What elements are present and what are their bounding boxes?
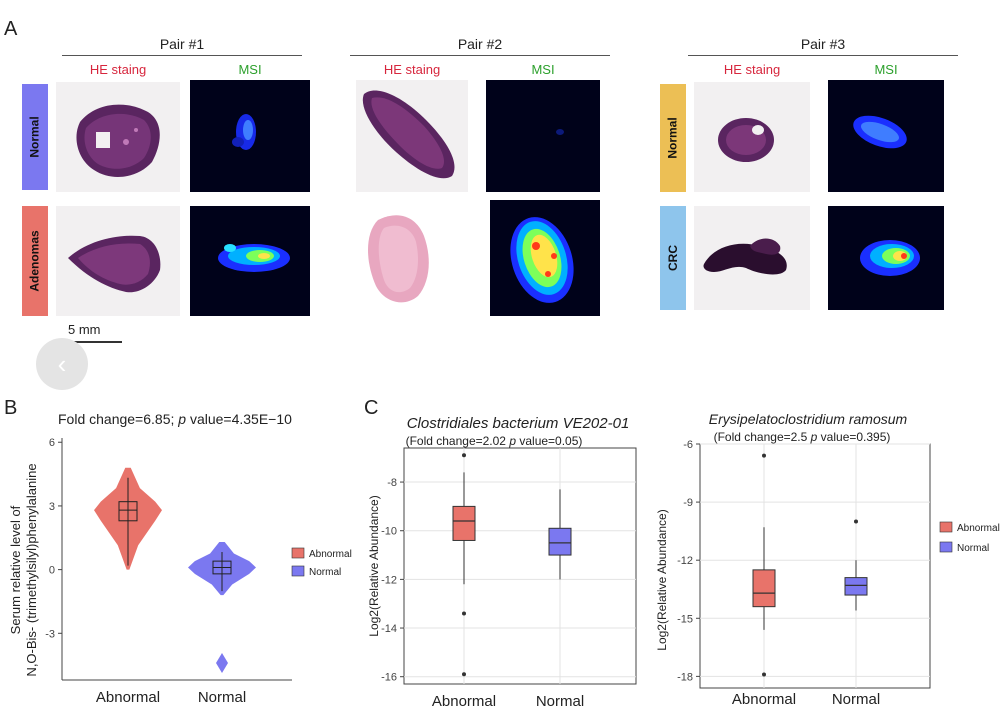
y-tick-label: -14 <box>381 623 397 635</box>
pair-1-msi-header: MSI <box>238 62 262 77</box>
y-tick-label: -10 <box>381 526 397 538</box>
pair-2-msi-adenoma-image <box>490 200 600 316</box>
pair-1-divider <box>62 55 302 56</box>
legend-label-normal: Normal <box>957 543 989 554</box>
panel-c1-xtick-normal: Normal <box>536 693 584 710</box>
y-tick-label: -12 <box>381 574 397 586</box>
pair-1-he-normal-image <box>56 82 180 192</box>
outlier-abnormal <box>762 672 766 677</box>
y-tick-label: -9 <box>683 497 693 509</box>
outlier-abnormal <box>762 453 766 458</box>
scale-bar-label: 5 mm <box>68 322 101 337</box>
panel-c1-xtick-abnormal: Abnormal <box>432 693 496 710</box>
y-tick-label: 0 <box>49 565 55 577</box>
pair-3-row-normal: Normal <box>660 84 686 192</box>
panel-c2-plot-frame <box>699 443 931 689</box>
y-tick-label: -8 <box>387 477 397 489</box>
y-tick-label: -6 <box>683 439 693 451</box>
box-abnormal <box>452 505 476 541</box>
pair-3-msi-normal-image <box>828 80 944 192</box>
pair-3-title: Pair #3 <box>800 36 846 52</box>
pair-1-row-adenomas: Adenomas <box>22 206 48 316</box>
outlier-abnormal <box>462 672 466 677</box>
pair-3-he-normal-image <box>694 82 810 192</box>
panel-c2-title: Erysipelatoclostridium ramosum <box>709 411 908 427</box>
box-abnormal <box>752 569 776 608</box>
y-tick-label: -16 <box>381 672 397 684</box>
pair-3-he-crc-image <box>694 206 810 310</box>
panel-b-letter: B <box>4 397 17 419</box>
panel-c-letter: C <box>364 397 378 419</box>
pair-1-he-header: HE staing <box>89 62 147 77</box>
panel-c2-xtick-abnormal: Abnormal <box>732 691 796 708</box>
panel-b-ylabel-line1: Serum relative level of <box>8 505 23 634</box>
outlier-abnormal <box>462 453 466 458</box>
legend-swatch-normal <box>939 541 953 553</box>
legend-label-abnormal: Abnormal <box>309 549 352 560</box>
pair-3-msi-header: MSI <box>874 62 898 77</box>
panel-b-legend: Abnormal Normal <box>291 547 352 578</box>
pair-3-row-crc: CRC <box>660 206 686 310</box>
y-tick-label: 3 <box>49 501 55 513</box>
outlier-abnormal <box>462 611 466 616</box>
pair-1-title: Pair #1 <box>159 36 205 52</box>
panel-c2-xtick-normal: Normal <box>832 691 880 708</box>
panel-a-letter: A <box>4 18 18 40</box>
pair-2-title: Pair #2 <box>457 36 503 52</box>
pair-3-msi-crc-image <box>828 206 944 310</box>
y-tick-label: -15 <box>677 613 693 625</box>
pair-1-msi-normal-image <box>190 80 310 192</box>
panel-c1-plot-frame <box>403 447 637 685</box>
pair-2-he-header: HE staing <box>383 62 441 77</box>
panel-b-ylabel-line2: N,O-Bis- (trimethylsilyl)phenylalanine <box>24 463 39 676</box>
panel-c2-subtitle: (Fold change=2.5 p value=0.395) <box>714 430 891 444</box>
legend-swatch-abnormal <box>291 547 305 559</box>
panel-b-xtick-normal: Normal <box>198 689 246 706</box>
y-tick-label: -18 <box>677 671 693 683</box>
scale-bar-line <box>56 341 122 343</box>
panel-c-charts: C Clostridiales bacterium VE202-01 (Fold… <box>364 397 1000 710</box>
box-normal <box>548 527 572 556</box>
panel-b-annotation: Fold change=6.85; p value=4.35E−10 <box>58 411 292 427</box>
legend-swatch-normal <box>291 565 305 577</box>
pair-2-msi-header: MSI <box>531 62 555 77</box>
panel-b-xtick-abnormal: Abnormal <box>96 689 160 706</box>
previous-arrow-button[interactable]: ‹ <box>36 338 88 390</box>
legend-label-abnormal: Abnormal <box>957 523 1000 534</box>
pair-2-he-adenoma-image <box>354 200 468 316</box>
panel-b-chart: B Fold change=6.85; p value=4.35E−10 Ser… <box>4 397 352 706</box>
panel-c2-legend: Abnormal Normal <box>939 521 1000 554</box>
pair-2-he-normal-image <box>356 80 468 192</box>
chevron-left-icon: ‹ <box>57 348 67 379</box>
pair-1-msi-adenoma-image <box>190 206 310 316</box>
pair-3-divider <box>688 55 958 56</box>
panel-c1-subtitle: (Fold change=2.02 p value=0.05) <box>406 434 583 448</box>
pair-1-row-normal: Normal <box>22 84 48 190</box>
panel-c1-ylabel: Log2(Relative Abundance) <box>367 495 381 636</box>
box-abnormal <box>118 501 138 522</box>
pair-2-divider <box>350 55 610 56</box>
violin-outlier-normal <box>216 653 228 674</box>
pair-3-he-header: HE staing <box>723 62 781 77</box>
y-tick-label: 6 <box>49 437 55 449</box>
pair-1-he-adenoma-image <box>56 206 180 316</box>
legend-swatch-abnormal <box>939 521 953 533</box>
y-tick-label: -12 <box>677 555 693 567</box>
legend-label-normal: Normal <box>309 567 341 578</box>
box-normal <box>844 577 868 596</box>
y-tick-label: -3 <box>45 628 55 640</box>
panel-c2-ylabel: Log2(Relative Abundance) <box>655 509 669 650</box>
outlier-normal <box>854 519 858 524</box>
pair-2-msi-normal-image <box>486 80 600 192</box>
panel-c1-title: Clostridiales bacterium VE202-01 <box>407 415 630 432</box>
